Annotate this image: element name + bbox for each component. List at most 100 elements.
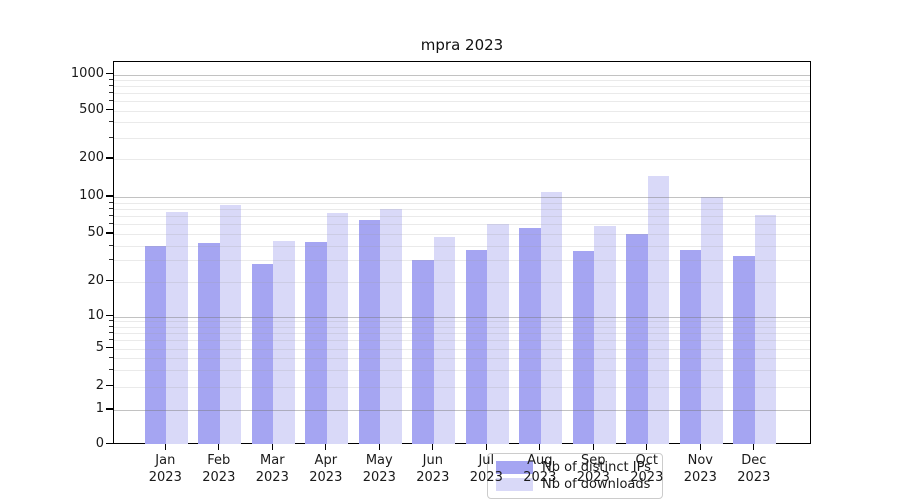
x-tick-mark-jul [485,444,487,450]
y-tick-minor-mark [109,215,113,217]
x-tick-mark-apr [325,444,327,450]
y-tick-minor-mark [109,331,113,333]
bar-nb-of-distinct-ips-aug [519,227,541,445]
x-tick-label-sep: Sep 2023 [561,452,625,486]
x-tick-month: May [365,453,393,468]
chart-title: mpra 2023 [420,36,504,54]
gridline-minor [114,110,810,112]
y-tick-label-500: 500 [79,101,104,117]
bar-nb-of-downloads-oct [647,176,670,445]
y-tick-minor-mark [109,339,113,341]
bar-nb-of-downloads-feb [219,205,242,445]
y-tick-minor-mark [109,92,113,94]
bar-nb-of-downloads-mar [273,240,295,445]
x-tick-month: Dec [741,453,767,468]
y-tick-minor-mark [109,325,113,327]
x-tick-year: 2023 [202,470,236,485]
gridline-major [114,197,810,198]
bar-nb-of-downloads-may [380,208,402,445]
bar-nb-of-downloads-aug [540,191,563,445]
bar-nb-of-downloads-dec [754,215,777,445]
gridline-minor [114,137,810,139]
gridline-minor [114,340,810,342]
y-tick-mark [106,314,113,317]
y-tick-mark [106,408,113,410]
legend-label-downloads: Nb of downloads [542,477,651,492]
y-tick-minor-mark [109,100,113,102]
bar-nb-of-distinct-ips-dec [733,255,755,445]
y-tick-mark [106,384,113,387]
x-tick-label-jul: Jul 2023 [454,452,518,486]
gridline-minor [114,208,810,210]
x-tick-mark-oct [646,444,648,450]
x-tick-label-aug: Aug 2023 [508,452,572,486]
y-tick-label-1: 1 [95,401,104,416]
y-tick-minor-mark [109,320,113,322]
x-tick-month: Apr [314,453,338,468]
legend-swatch-downloads [496,478,533,491]
gridline-minor [114,281,810,283]
y-tick-mark [106,346,113,349]
x-tick-year: 2023 [309,470,343,485]
y-tick-mark [106,279,113,282]
y-tick-minor-mark [109,121,113,123]
bar-nb-of-downloads-sep [594,226,616,445]
y-tick-mark [106,442,113,445]
gridline-minor [114,348,810,350]
x-tick-month: Jan [155,453,176,468]
bar-nb-of-distinct-ips-may [358,219,381,445]
gridline-major [114,316,810,318]
x-tick-year: 2023 [683,470,717,485]
bar-nb-of-distinct-ips-sep [572,251,595,445]
x-tick-year: 2023 [630,470,664,485]
gridline-minor [114,386,810,388]
x-tick-mark-may [378,444,380,450]
x-tick-month: Oct [635,453,659,468]
legend-swatch-distinct-ips [496,461,533,474]
y-tick-mark [106,157,113,159]
gridline-minor [114,122,810,124]
x-tick-mark-dec [753,444,755,450]
x-tick-mark-jun [432,444,434,450]
y-tick-mark [106,72,113,75]
plot-area: Nb of distinct IPs Nb of downloads [113,61,811,499]
x-tick-label-apr: Apr 2023 [294,452,358,486]
x-tick-month: Aug [527,453,553,468]
legend: Nb of distinct IPs Nb of downloads [487,453,663,499]
gridline-minor [114,369,810,371]
x-tick-year: 2023 [576,470,610,485]
gridline-minor [114,86,810,88]
x-tick-month: Mar [260,453,285,468]
gridline-major [114,410,810,411]
gridline-minor [114,79,810,81]
bar-nb-of-distinct-ips-jan [144,245,167,445]
bar-nb-of-downloads-apr [326,213,349,445]
bar-nb-of-distinct-ips-nov [679,249,702,445]
x-tick-mark-nov [699,444,701,450]
x-tick-label-jan: Jan 2023 [133,452,197,486]
gridline-minor [114,93,810,95]
y-tick-label-5: 5 [95,339,104,355]
y-tick-mark [106,195,113,197]
gridline-minor [114,159,810,160]
y-tick-minor-mark [109,78,113,80]
y-tick-minor-mark [109,259,113,261]
gridline-minor [114,326,810,328]
x-tick-label-jun: Jun 2023 [401,452,465,486]
y-tick-minor-mark [109,207,113,209]
y-tick-mark [106,108,113,111]
gridline-minor [114,357,810,359]
y-tick-minor-mark [109,201,113,203]
bar-nb-of-distinct-ips-mar [251,264,274,445]
y-tick-label-200: 200 [79,150,104,165]
bar-nb-of-distinct-ips-feb [198,243,220,445]
x-tick-mark-mar [271,444,273,450]
x-tick-mark-feb [218,444,220,450]
legend-label-distinct-ips: Nb of distinct IPs [542,460,651,475]
x-tick-mark-sep [592,444,594,450]
legend-entry-distinct-ips: Nb of distinct IPs [496,459,654,476]
y-tick-minor-mark [109,368,113,370]
x-tick-label-feb: Feb 2023 [187,452,251,486]
bar-nb-of-downloads-jun [433,237,456,445]
